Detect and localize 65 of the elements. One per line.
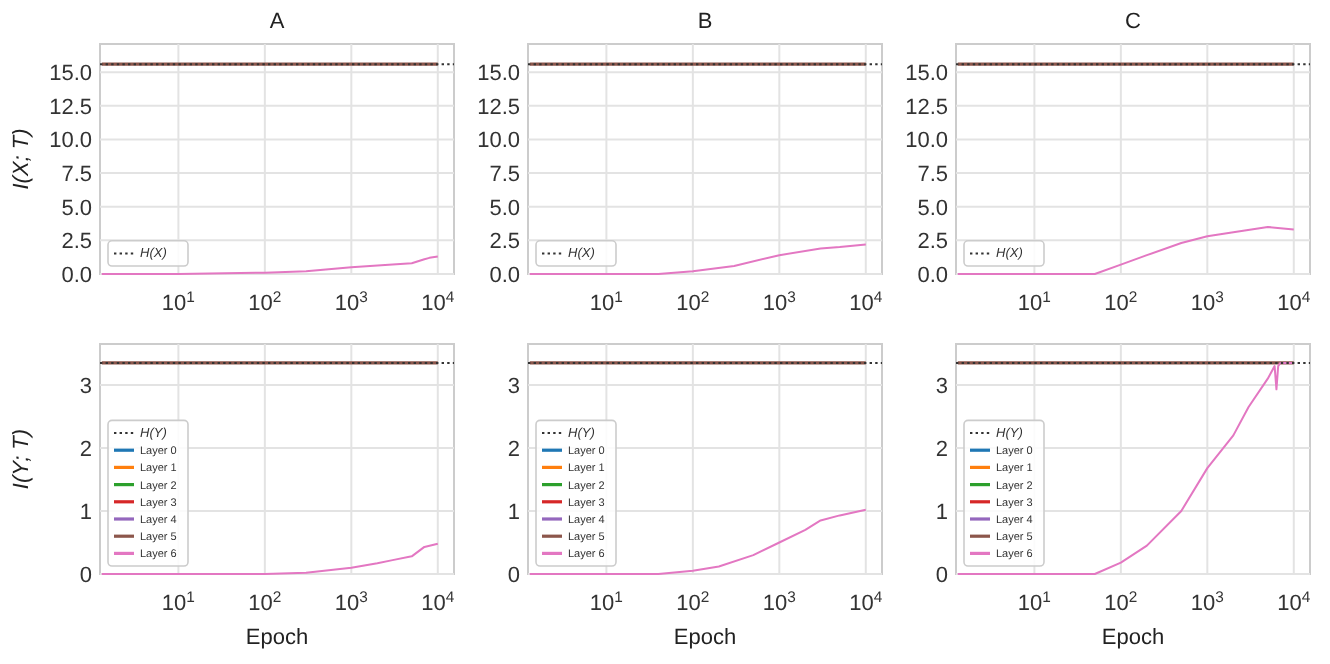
x-tick-label: 10$^{4}$ bbox=[849, 287, 884, 316]
y-tick-label: 10.0 bbox=[49, 129, 92, 154]
y-tick-label: 5.0 bbox=[61, 196, 92, 221]
x-tick-label: 10$^{1}$ bbox=[1017, 287, 1051, 316]
x-tick-label: 10$^{2}$ bbox=[248, 287, 282, 316]
y-tick-label: 10.0 bbox=[905, 129, 948, 154]
x-tick-label: 10$^{1}$ bbox=[161, 587, 195, 616]
x-tick-label: 10$^{2}$ bbox=[676, 587, 710, 616]
x-tick-label: 10$^{4}$ bbox=[421, 287, 456, 316]
y-tick-label: 0.0 bbox=[917, 264, 948, 288]
y-tick-label: 3 bbox=[507, 374, 520, 399]
x-tick-label: 10$^{2}$ bbox=[248, 587, 282, 616]
y-tick-label: 3 bbox=[79, 374, 92, 399]
y-tick-label: 1 bbox=[507, 500, 520, 525]
x-tick-label: 10$^{4}$ bbox=[1277, 587, 1312, 616]
y-tick-label: 3 bbox=[935, 374, 948, 399]
y-tick-label: 5.0 bbox=[489, 196, 520, 221]
x-tick-label: 10$^{2}$ bbox=[1104, 587, 1138, 616]
y-tick-label: 12.5 bbox=[905, 95, 948, 120]
x-tick-label: 10$^{4}$ bbox=[421, 587, 456, 616]
y-tick-label: 10.0 bbox=[477, 129, 520, 154]
y-tick-label: 15.0 bbox=[905, 62, 948, 87]
y-tick-label: 2.5 bbox=[489, 230, 520, 255]
x-tick-label: 10$^{2}$ bbox=[676, 287, 710, 316]
y-tick-label: 1 bbox=[79, 500, 92, 525]
y-tick-label: 2.5 bbox=[61, 230, 92, 255]
x-tick-label: 10$^{3}$ bbox=[334, 587, 368, 616]
x-axis-title: Epoch bbox=[1101, 626, 1165, 650]
x-tick-label: 10$^{1}$ bbox=[589, 287, 623, 316]
y-tick-label: 7.5 bbox=[917, 163, 948, 188]
y-tick-label: 2 bbox=[935, 437, 948, 462]
x-tick-label: 10$^{4}$ bbox=[849, 587, 884, 616]
y-tick-label: 0 bbox=[79, 564, 92, 588]
x-axis-title: Epoch bbox=[673, 626, 737, 650]
x-tick-label: 10$^{2}$ bbox=[1104, 287, 1138, 316]
chart-title: B bbox=[697, 10, 713, 34]
x-tick-label: 10$^{3}$ bbox=[762, 287, 796, 316]
x-tick-label: 10$^{3}$ bbox=[1190, 587, 1224, 616]
y-axis-title: I(Y; T) bbox=[10, 428, 34, 490]
y-tick-label: 0.0 bbox=[61, 264, 92, 288]
y-tick-label: 0 bbox=[507, 564, 520, 588]
y-tick-label: 2 bbox=[507, 437, 520, 462]
x-tick-label: 10$^{1}$ bbox=[589, 587, 623, 616]
x-axis-title: Epoch bbox=[245, 626, 309, 650]
y-tick-label: 15.0 bbox=[49, 62, 92, 87]
x-tick-label: 10$^{3}$ bbox=[1190, 287, 1224, 316]
y-tick-label: 5.0 bbox=[917, 196, 948, 221]
y-tick-label: 12.5 bbox=[49, 95, 92, 120]
y-tick-label: 2.5 bbox=[917, 230, 948, 255]
chart-title: C bbox=[1125, 10, 1142, 34]
chart-title: A bbox=[269, 10, 286, 34]
y-tick-label: 0 bbox=[935, 564, 948, 588]
x-tick-label: 10$^{4}$ bbox=[1277, 287, 1312, 316]
y-tick-label: 7.5 bbox=[489, 163, 520, 188]
y-tick-label: 15.0 bbox=[477, 62, 520, 87]
x-tick-label: 10$^{3}$ bbox=[762, 587, 796, 616]
x-tick-label: 10$^{1}$ bbox=[161, 287, 195, 316]
x-tick-label: 10$^{1}$ bbox=[1017, 587, 1051, 616]
x-tick-label: 10$^{3}$ bbox=[334, 287, 368, 316]
y-tick-label: 12.5 bbox=[477, 95, 520, 120]
y-tick-label: 2 bbox=[79, 437, 92, 462]
y-axis-title: I(X; T) bbox=[10, 127, 34, 190]
y-tick-label: 0.0 bbox=[489, 264, 520, 288]
y-tick-label: 7.5 bbox=[61, 163, 92, 188]
y-tick-label: 1 bbox=[935, 500, 948, 525]
